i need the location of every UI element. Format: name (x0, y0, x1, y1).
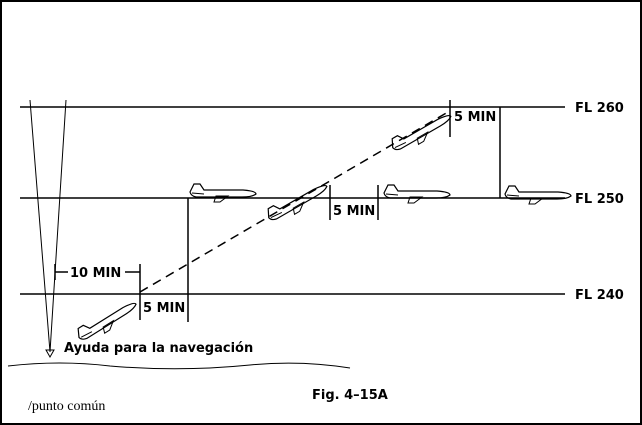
interval-label: 10 MIN (70, 266, 121, 281)
figure-caption: Fig. 4–15A (312, 388, 388, 403)
interval-label: 5 MIN (333, 204, 375, 219)
navaid-symbol (45, 349, 55, 359)
level-label: FL 240 (575, 288, 624, 303)
interval-label: 5 MIN (143, 301, 185, 316)
ground (7, 362, 351, 370)
level-label: FL 250 (575, 192, 624, 207)
interval-label: 5 MIN (454, 110, 496, 125)
navaid-label: Ayuda para la navegación (64, 341, 253, 356)
navaid-cone (29, 99, 67, 353)
level-label: FL 260 (575, 101, 624, 116)
footnote: /punto común (28, 399, 105, 414)
